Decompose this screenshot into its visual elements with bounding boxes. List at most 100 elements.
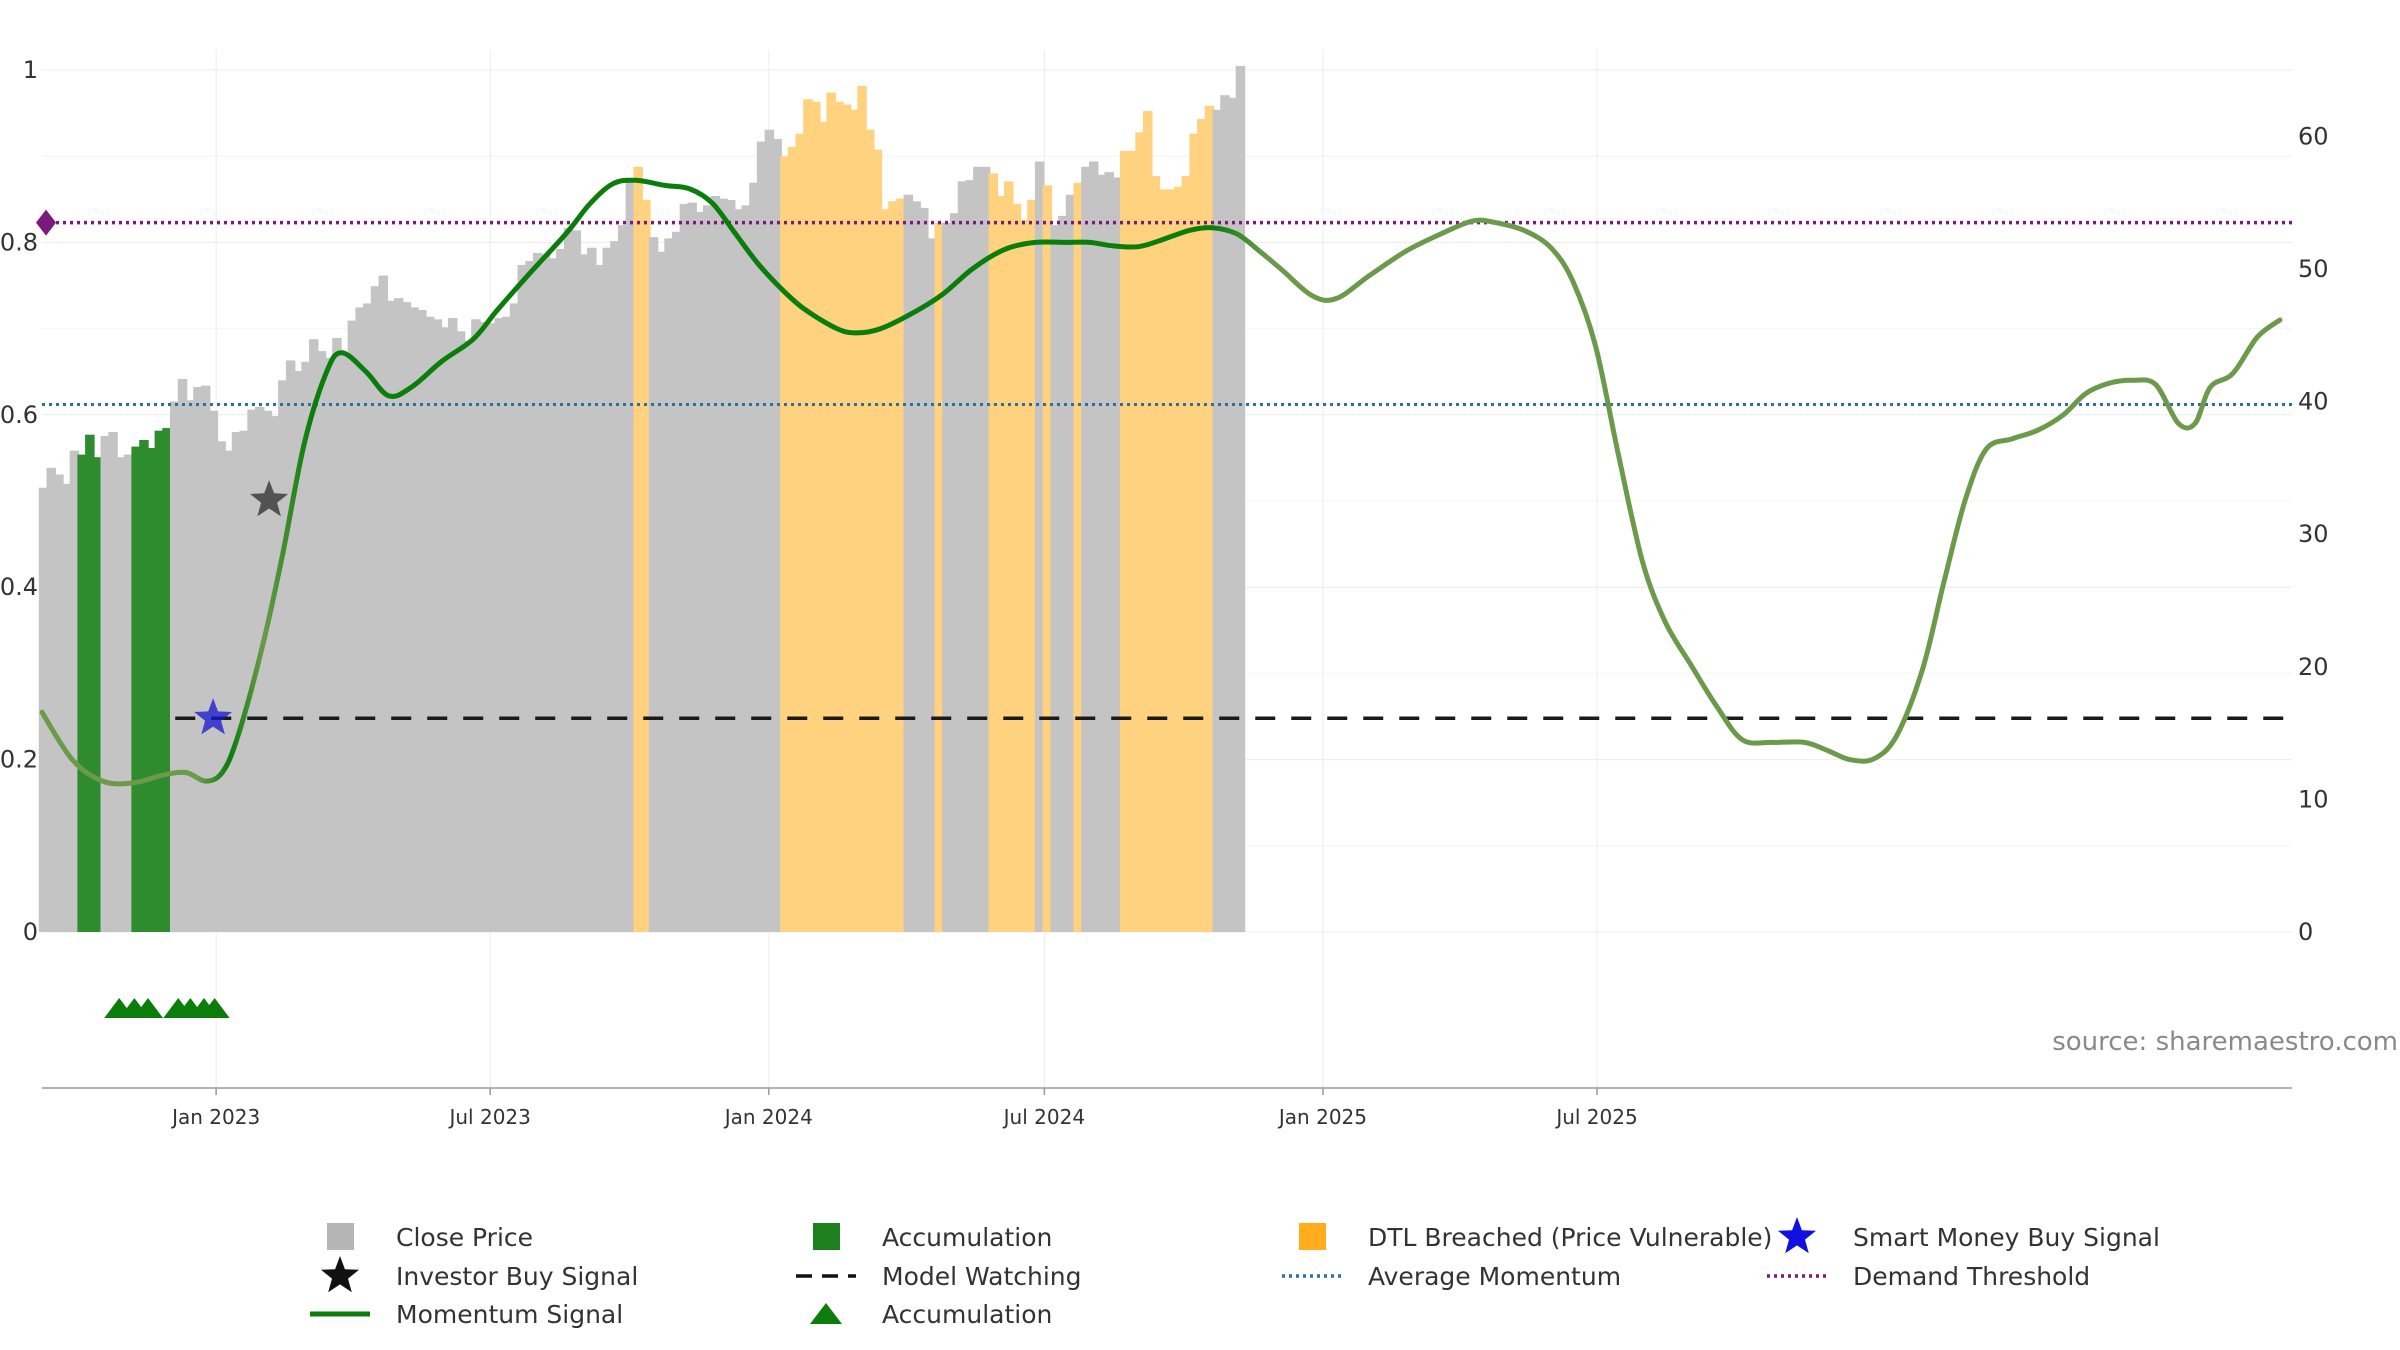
bar-close-price	[69, 450, 80, 932]
bar-close-price	[556, 249, 566, 932]
x-tick-label: Jan 2024	[723, 1105, 813, 1129]
bar-close-price	[424, 316, 435, 932]
bar-close-price	[231, 432, 242, 932]
bar-close-price	[919, 207, 929, 932]
legend-item-accum_tri: Accumulation	[810, 1300, 1052, 1329]
bar-dtl-breached	[826, 92, 836, 932]
bar-close-price	[1089, 161, 1099, 932]
bar-close-price	[61, 483, 72, 932]
bar-close-price	[1212, 109, 1222, 933]
x-tick-label: Jul 2025	[1554, 1105, 1637, 1129]
left-y-tick-label: 1	[23, 56, 38, 84]
bar-close-price	[687, 202, 697, 933]
bar-close-price	[478, 322, 489, 932]
accumulation-triangle	[199, 998, 230, 1018]
left-y-tick-label: 0.6	[0, 401, 38, 429]
bar-close-price	[208, 410, 219, 932]
bar-close-price	[347, 320, 358, 933]
left-y-tick-label: 0.2	[0, 746, 38, 774]
bar-dtl-breached	[795, 133, 805, 932]
bar-close-price	[533, 253, 543, 932]
bar-close-price	[455, 331, 466, 932]
right-y-tick-label: 60	[2298, 122, 2329, 150]
bar-close-price	[980, 166, 991, 933]
x-tick-label: Jan 2023	[170, 1105, 260, 1129]
bar-dtl-breached	[1004, 181, 1014, 932]
source-label: source: sharemaestro.com	[2052, 1027, 2398, 1057]
legend-item-avgmom: Average Momentum	[1282, 1262, 1621, 1291]
bar-close-price	[911, 201, 921, 933]
bar-close-price	[247, 409, 257, 932]
bar-close-price	[950, 213, 960, 932]
bar-close-price	[293, 371, 304, 932]
legend-star-icon	[1778, 1217, 1816, 1254]
bar-close-price	[409, 307, 419, 932]
bar-dtl-breached	[1181, 176, 1192, 933]
bar-close-price	[285, 360, 296, 932]
bar-dtl-breached	[641, 200, 651, 932]
bar-close-price	[471, 319, 481, 932]
bar-dtl-breached	[841, 104, 852, 932]
bar-dtl-breached	[787, 146, 798, 932]
legend-item-smart: Smart Money Buy Signal	[1778, 1217, 2160, 1254]
bar-close-price	[571, 230, 582, 932]
bar-close-price	[417, 310, 427, 932]
bar-close-price	[617, 225, 628, 932]
right-y-tick-label: 40	[2298, 388, 2329, 416]
left-y-tick-label: 0.8	[0, 228, 38, 256]
bar-close-price	[973, 166, 983, 933]
demand-threshold-diamond	[36, 209, 56, 236]
x-tick-label: Jul 2023	[447, 1105, 530, 1129]
bar-close-price	[1112, 177, 1122, 932]
legend-item-accum_bar: Accumulation	[813, 1223, 1052, 1252]
bar-accumulation	[77, 454, 87, 932]
bar-dtl-breached	[1127, 150, 1138, 932]
bar-close-price	[540, 254, 551, 933]
bar-close-price	[772, 139, 782, 932]
bar-close-price	[517, 264, 527, 932]
legend-swatch	[1299, 1223, 1326, 1250]
bar-close-price	[741, 205, 751, 933]
reference-lines	[36, 209, 2292, 720]
bar-close-price	[1220, 95, 1230, 932]
legend-label: Investor Buy Signal	[396, 1262, 638, 1291]
investor-buy-star	[250, 480, 289, 517]
bar-dtl-breached	[1119, 150, 1130, 932]
bar-close-price	[432, 319, 443, 932]
bar-close-price	[509, 303, 520, 932]
right-y-tick-label: 50	[2298, 255, 2329, 283]
bar-close-price	[278, 380, 288, 932]
bar-dtl-breached	[857, 85, 867, 932]
bar-close-price	[656, 251, 666, 932]
bar-close-price	[625, 178, 636, 932]
legend-label: Momentum Signal	[396, 1300, 623, 1329]
bar-dtl-breached	[1197, 119, 1207, 933]
bar-dtl-breached	[934, 222, 944, 932]
bar-close-price	[1065, 194, 1076, 932]
legend-swatch	[327, 1223, 354, 1250]
bar-close-price	[942, 222, 952, 932]
bar-close-price	[1096, 174, 1107, 933]
legend-item-investor: Investor Buy Signal	[321, 1256, 638, 1293]
bar-accumulation	[131, 446, 141, 932]
legend-item-dtl: DTL Breached (Price Vulnerable)	[1299, 1223, 1772, 1252]
bar-close-price	[679, 203, 690, 932]
right-y-tick-label: 0	[2298, 918, 2313, 946]
bar-close-price	[370, 286, 381, 932]
bar-close-price	[672, 231, 682, 933]
bar-close-price	[965, 180, 975, 933]
right-y-tick-label: 10	[2298, 785, 2329, 813]
bar-dtl-breached	[803, 99, 813, 932]
bar-close-price	[170, 401, 180, 932]
bar-close-price	[46, 467, 56, 932]
bar-close-price	[448, 318, 458, 932]
legend-star-icon	[321, 1256, 359, 1293]
bar-close-price	[594, 264, 605, 932]
marker-layer	[104, 480, 289, 1018]
bar-close-price	[926, 238, 937, 932]
bar-dtl-breached	[872, 149, 883, 933]
bar-close-price	[587, 247, 597, 932]
legend: Close Price Accumulation DTL Breached (Pri…	[310, 1217, 2160, 1329]
bar-close-price	[54, 474, 64, 932]
